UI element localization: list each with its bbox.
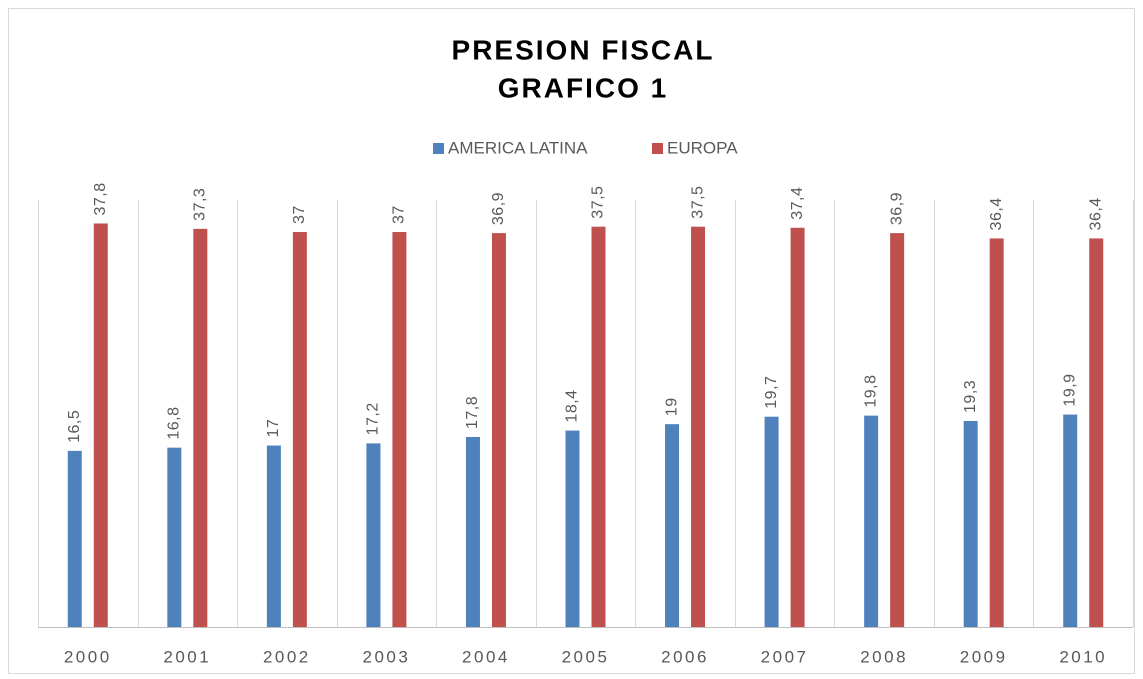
data-label: 19,3 <box>962 380 979 413</box>
bar <box>465 436 480 627</box>
chart-title: GRAFICO 1 <box>498 72 668 103</box>
data-label: 17 <box>265 419 282 438</box>
data-label: 19,9 <box>1061 373 1078 406</box>
chart-title: PRESION FISCAL <box>452 34 715 65</box>
data-label: 19 <box>663 397 680 416</box>
bar <box>989 238 1004 627</box>
x-tick-label: 2002 <box>263 647 311 666</box>
data-label: 17,2 <box>365 402 382 435</box>
data-label: 36,9 <box>490 192 507 225</box>
bar <box>491 233 506 627</box>
x-tick-label: 2009 <box>960 647 1008 666</box>
data-label: 37,4 <box>789 187 806 220</box>
bar <box>1089 238 1104 627</box>
bar <box>67 450 82 627</box>
data-label: 37,5 <box>689 186 706 219</box>
bar <box>890 233 905 627</box>
legend-label: EUROPA <box>667 138 738 157</box>
bar <box>392 232 407 627</box>
bar <box>790 227 805 627</box>
x-tick-label: 2010 <box>1059 647 1107 666</box>
x-tick-label: 2004 <box>462 647 510 666</box>
data-label: 36,9 <box>888 192 905 225</box>
data-label: 37,3 <box>192 188 209 221</box>
legend-swatch <box>652 143 663 154</box>
x-tick-label: 2000 <box>64 647 112 666</box>
x-tick-label: 2003 <box>362 647 410 666</box>
data-label: 19,7 <box>763 376 780 409</box>
bar <box>764 416 779 627</box>
bar <box>691 226 706 627</box>
legend-label: AMERICA LATINA <box>448 138 588 157</box>
bar <box>1063 414 1078 627</box>
bar <box>565 430 580 627</box>
bar <box>591 226 606 627</box>
data-label: 17,8 <box>464 396 481 429</box>
legend-swatch <box>433 143 444 154</box>
x-tick-label: 2006 <box>661 647 709 666</box>
bar <box>193 228 208 627</box>
x-tick-label: 2007 <box>761 647 809 666</box>
data-label: 18,4 <box>564 389 581 422</box>
x-tick-label: 2001 <box>163 647 211 666</box>
data-label: 19,8 <box>862 374 879 407</box>
bar <box>167 447 182 627</box>
bar <box>963 420 978 627</box>
bar <box>93 223 108 628</box>
data-label: 37 <box>391 205 408 224</box>
data-label: 37 <box>291 205 308 224</box>
x-tick-label: 2005 <box>562 647 610 666</box>
bar <box>665 424 680 627</box>
bar <box>864 415 879 627</box>
data-label: 37,8 <box>92 182 109 215</box>
data-label: 36,4 <box>988 197 1005 230</box>
data-label: 36,4 <box>1087 197 1104 230</box>
data-label: 37,5 <box>590 186 607 219</box>
x-tick-label: 2008 <box>860 647 908 666</box>
bar <box>292 232 307 627</box>
bar <box>366 443 381 627</box>
bar <box>266 445 281 627</box>
data-label: 16,8 <box>166 407 183 440</box>
data-label: 16,5 <box>66 410 83 443</box>
